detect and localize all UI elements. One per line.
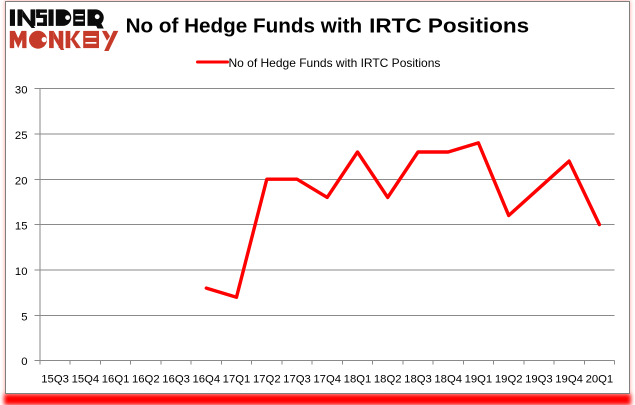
svg-text:17Q2: 17Q2: [253, 374, 281, 386]
svg-text:18Q3: 18Q3: [404, 374, 432, 386]
svg-text:19Q4: 19Q4: [555, 374, 583, 386]
svg-text:20: 20: [15, 175, 28, 187]
svg-text:15Q4: 15Q4: [72, 374, 100, 386]
svg-text:16Q4: 16Q4: [192, 374, 220, 386]
svg-text:0: 0: [21, 356, 27, 368]
svg-text:30: 30: [15, 84, 28, 96]
svg-text:IRTC Positions: IRTC Positions: [369, 15, 529, 37]
svg-text:17Q3: 17Q3: [283, 374, 311, 386]
svg-text:19Q3: 19Q3: [525, 374, 553, 386]
svg-text:18Q4: 18Q4: [434, 374, 462, 386]
svg-text:16Q3: 16Q3: [162, 374, 190, 386]
svg-text:25: 25: [15, 130, 28, 142]
svg-text:15Q3: 15Q3: [41, 374, 69, 386]
svg-text:19Q1: 19Q1: [465, 374, 493, 386]
svg-text:10: 10: [15, 266, 28, 278]
svg-text:No of Hedge Funds with: No of Hedge Funds with: [126, 15, 363, 37]
svg-text:17Q4: 17Q4: [313, 374, 341, 386]
svg-text:20Q1: 20Q1: [586, 374, 614, 386]
svg-text:No of Hedge Funds with IRTC Po: No of Hedge Funds with IRTC Positions: [229, 56, 441, 70]
svg-text:17Q1: 17Q1: [223, 374, 251, 386]
svg-text:5: 5: [21, 311, 27, 323]
svg-text:18Q1: 18Q1: [344, 374, 372, 386]
svg-text:19Q2: 19Q2: [495, 374, 523, 386]
svg-text:15: 15: [15, 220, 28, 232]
svg-text:16Q1: 16Q1: [102, 374, 130, 386]
svg-text:18Q2: 18Q2: [374, 374, 402, 386]
svg-text:16Q2: 16Q2: [132, 374, 160, 386]
